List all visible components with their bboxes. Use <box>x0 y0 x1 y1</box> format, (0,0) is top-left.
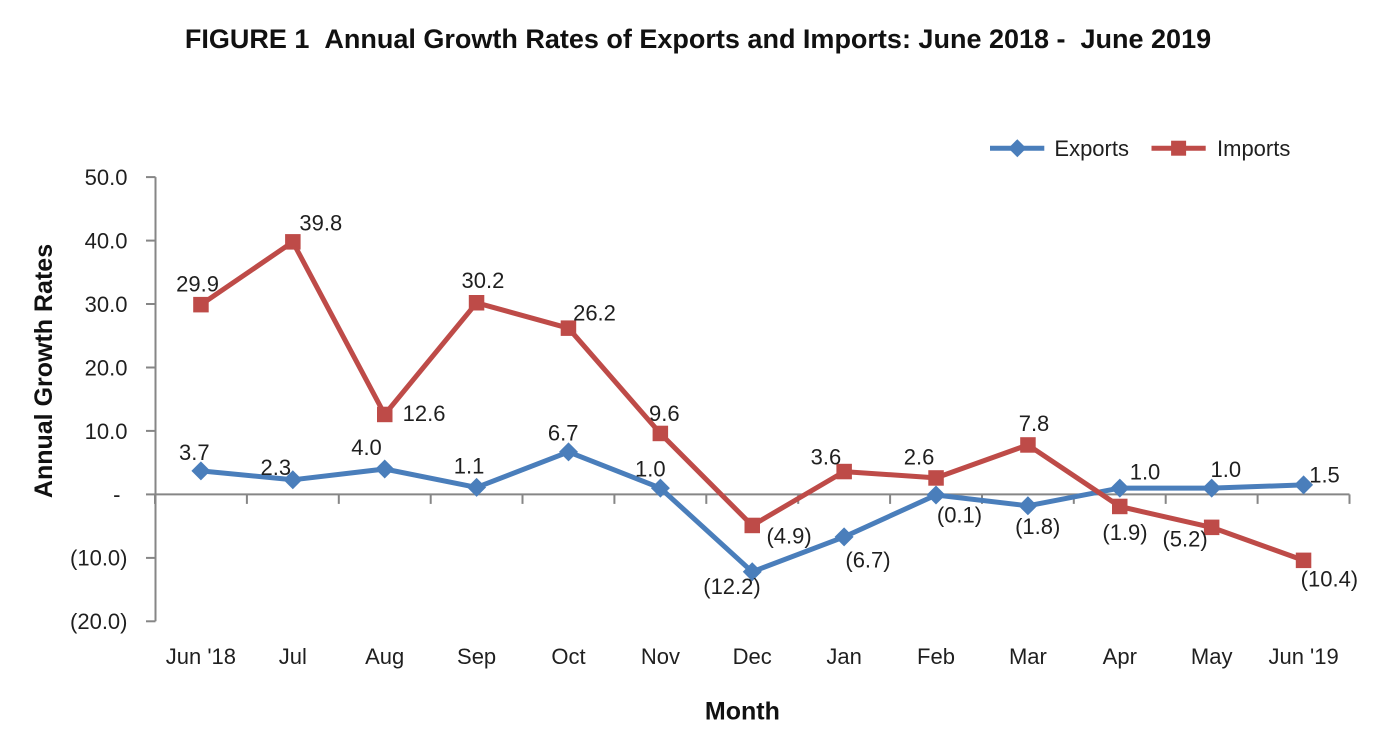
svg-text:29.9: 29.9 <box>176 271 219 296</box>
svg-text:(0.1): (0.1) <box>937 503 982 528</box>
svg-text:(1.9): (1.9) <box>1102 520 1147 545</box>
svg-text:30.2: 30.2 <box>461 268 504 293</box>
svg-text:(1.8): (1.8) <box>1015 514 1060 539</box>
svg-text:(5.2): (5.2) <box>1162 527 1207 552</box>
svg-text:Exports: Exports <box>1054 136 1129 161</box>
svg-text:Dec: Dec <box>733 644 772 669</box>
svg-text:1.5: 1.5 <box>1309 462 1340 487</box>
svg-text:1.0: 1.0 <box>1130 459 1161 484</box>
svg-text:12.6: 12.6 <box>403 401 446 426</box>
svg-text:4.0: 4.0 <box>351 435 382 460</box>
svg-text:(10.4): (10.4) <box>1301 567 1358 592</box>
svg-text:3.6: 3.6 <box>811 445 842 470</box>
svg-text:3.7: 3.7 <box>179 440 210 465</box>
svg-text:30.0: 30.0 <box>85 292 128 317</box>
svg-text:2.6: 2.6 <box>904 445 935 470</box>
svg-text:Jun '18: Jun '18 <box>166 644 236 669</box>
svg-text:10.0: 10.0 <box>85 419 128 444</box>
svg-text:2.3: 2.3 <box>261 455 292 480</box>
svg-text:(12.2): (12.2) <box>703 574 760 599</box>
svg-text:50.0: 50.0 <box>85 165 128 190</box>
svg-text:Mar: Mar <box>1009 644 1047 669</box>
svg-text:9.6: 9.6 <box>649 401 680 426</box>
svg-text:May: May <box>1191 644 1233 669</box>
svg-text:(20.0): (20.0) <box>70 609 127 634</box>
svg-text:Month: Month <box>705 697 780 725</box>
svg-text:(6.7): (6.7) <box>845 548 890 573</box>
svg-text:Apr: Apr <box>1103 644 1137 669</box>
svg-text:Jun '19: Jun '19 <box>1268 644 1338 669</box>
svg-text:1.1: 1.1 <box>454 454 485 479</box>
svg-text:1.0: 1.0 <box>635 456 666 481</box>
svg-text:Sep: Sep <box>457 644 496 669</box>
svg-text:39.8: 39.8 <box>299 211 342 236</box>
svg-text:Oct: Oct <box>551 644 585 669</box>
svg-text:Jul: Jul <box>279 644 307 669</box>
svg-text:Nov: Nov <box>641 644 680 669</box>
svg-text:(10.0): (10.0) <box>70 546 127 571</box>
svg-text:Annual Growth Rates: Annual Growth Rates <box>30 244 58 498</box>
svg-text:6.7: 6.7 <box>548 421 579 446</box>
svg-text:-: - <box>113 482 120 507</box>
svg-text:1.0: 1.0 <box>1211 457 1242 482</box>
svg-text:Feb: Feb <box>917 644 955 669</box>
svg-text:Jan: Jan <box>826 644 861 669</box>
svg-text:Aug: Aug <box>365 644 404 669</box>
svg-text:7.8: 7.8 <box>1019 411 1050 436</box>
svg-text:20.0: 20.0 <box>85 355 128 380</box>
svg-text:FIGURE 1 Annual Growth Rates: FIGURE 1 Annual Growth Rates of Exports … <box>185 24 1211 54</box>
svg-text:40.0: 40.0 <box>85 228 128 253</box>
svg-text:(4.9): (4.9) <box>766 523 811 548</box>
svg-text:26.2: 26.2 <box>573 301 616 326</box>
svg-text:Imports: Imports <box>1217 136 1290 161</box>
